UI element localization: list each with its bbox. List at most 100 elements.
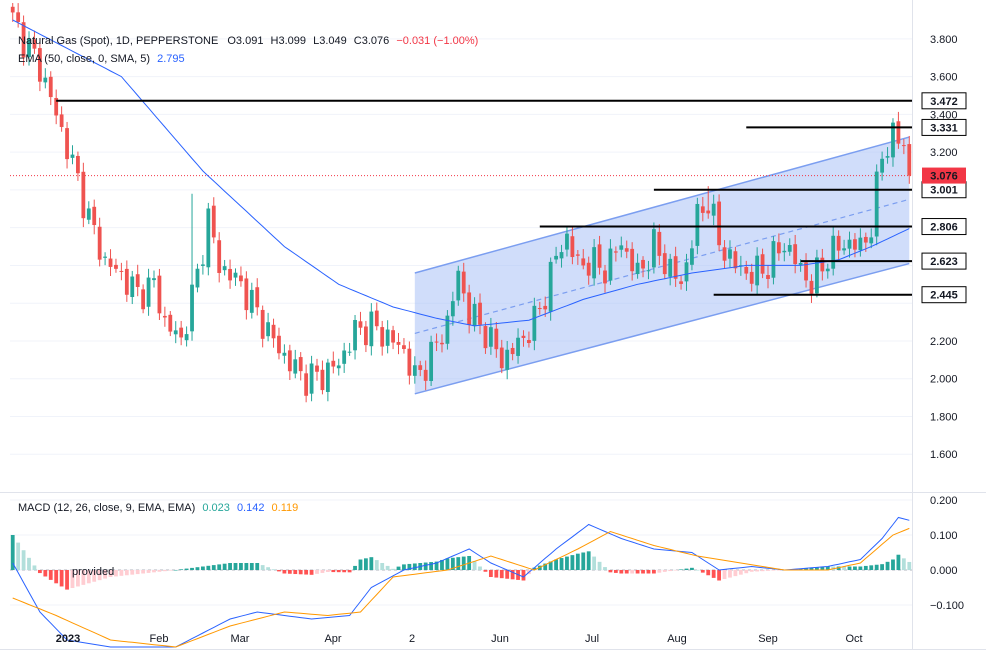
level-price-label: 2.806 (930, 222, 958, 234)
macd-histogram-bar (885, 561, 890, 570)
candle-body (228, 268, 232, 281)
candle-body (711, 203, 716, 216)
price-tick-label: 2.000 (930, 374, 958, 386)
low-value: L3.049 (313, 35, 347, 47)
ema-line (12, 19, 910, 327)
macd-histogram-bar (200, 566, 205, 570)
candle-body (624, 248, 629, 252)
macd-histogram-bar (641, 570, 645, 574)
macd-histogram-bar (293, 570, 298, 575)
macd-histogram-bar (43, 570, 48, 577)
macd-histogram-bar (510, 570, 515, 580)
macd-histogram-bar (124, 570, 129, 576)
macd-histogram-bar (613, 570, 618, 573)
candle-body (554, 255, 558, 260)
candle-body (114, 264, 118, 269)
candle-body (755, 255, 760, 286)
macd-histogram-bar (141, 570, 146, 574)
candle-body (342, 350, 347, 364)
macd-histogram-bar (271, 569, 276, 570)
candle-body (260, 309, 265, 339)
macd-histogram-bar (239, 563, 243, 570)
candle-body (657, 231, 662, 256)
macd-histogram-bar (749, 570, 754, 572)
macd-signal-value: 0.119 (271, 502, 299, 514)
candle-body (162, 315, 167, 318)
candle-body (76, 155, 80, 174)
macd-tick-label: −0.100 (930, 600, 964, 612)
candle-body (456, 270, 461, 301)
macd-histogram-bar (488, 570, 493, 577)
candle-body (65, 128, 69, 160)
macd-histogram-bar (54, 570, 59, 584)
time-tick-label: Mar (231, 633, 250, 645)
macd-histogram-bar (331, 570, 336, 573)
candle-body (641, 259, 645, 269)
candle-body (244, 278, 249, 311)
candle-body (206, 208, 211, 268)
candle-body (662, 253, 667, 275)
price-tick-label: 3.200 (930, 147, 958, 159)
candle-body (717, 201, 722, 246)
time-tick-label: Aug (667, 633, 687, 645)
candle-body (70, 154, 75, 158)
macd-histogram-bar (298, 570, 303, 575)
candle-body (59, 114, 64, 127)
candle-body (592, 247, 597, 279)
candle-body (445, 315, 450, 344)
macd-histogram-bar (92, 570, 97, 582)
macd-histogram-bar (483, 570, 488, 572)
candle-body (97, 226, 102, 260)
macd-histogram-bar (494, 570, 499, 578)
candle-body (16, 12, 21, 22)
macd-histogram-bar (347, 570, 352, 573)
macd-histogram-bar (173, 570, 178, 571)
candle-body (412, 365, 417, 376)
macd-histogram-bar (461, 556, 466, 570)
level-price-tag (921, 218, 967, 236)
candle-body (380, 327, 385, 347)
macd-histogram-bar (603, 567, 607, 570)
candle-body (358, 321, 363, 328)
candle-body (440, 342, 444, 345)
level-price-label: 3.472 (930, 96, 958, 108)
macd-histogram-bar (907, 561, 912, 570)
candle-body (124, 268, 129, 295)
candle-body (92, 206, 97, 226)
candle-body (135, 274, 140, 287)
price-tick-label: 1.800 (930, 411, 958, 423)
macd-histogram-bar (869, 565, 874, 570)
candle-body (749, 271, 754, 284)
macd-histogram-bar (815, 567, 819, 570)
candle-body (81, 171, 86, 219)
last-price-tag (922, 167, 966, 184)
candle-body (434, 341, 439, 343)
level-price-tag (921, 252, 967, 270)
macd-histogram-bar (858, 566, 863, 570)
macd-histogram-bar (505, 570, 510, 579)
macd-histogram-bar (364, 558, 368, 570)
macd-label: MACD (12, 26, close, 9, EMA, EMA) (18, 502, 196, 514)
macd-histogram-bar (16, 542, 21, 570)
macd-histogram-bar (97, 570, 102, 581)
macd-histogram-bar (119, 570, 124, 576)
macd-histogram-bar (809, 567, 814, 570)
macd-histogram-bar (776, 570, 781, 571)
candle-body (418, 365, 423, 370)
macd-histogram-bar (266, 567, 271, 570)
candle-body (309, 363, 314, 394)
macd-histogram-bar (722, 570, 727, 580)
macd-histogram-bar (402, 564, 406, 570)
macd-histogram-bar (325, 570, 330, 572)
macd-histogram-bar (396, 566, 401, 570)
macd-histogram-bar (179, 569, 184, 570)
candle-body (815, 257, 819, 294)
macd-histogram-bar (853, 566, 857, 570)
level-price-label: 2.445 (930, 290, 958, 302)
macd-histogram-bar (592, 556, 597, 570)
candle-body (478, 302, 482, 325)
candle-body (690, 248, 694, 265)
candle-body (472, 303, 477, 327)
time-tick-label: Oct (845, 633, 862, 645)
